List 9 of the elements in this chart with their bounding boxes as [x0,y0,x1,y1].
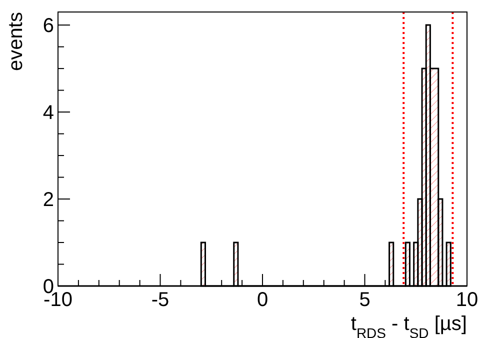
x-tick-label: 0 [256,289,268,311]
y-tick-label: 4 [42,102,54,124]
x-axis-title: t$_{RDS}$ - t$_{SD}$ [µs] [350,313,467,338]
y-axis-title: events [5,12,27,71]
y-tick-label: 6 [42,15,54,38]
x-tick-label: -5 [151,289,170,311]
x-tick-label: 5 [359,289,370,311]
y-tick-label: 2 [42,189,54,212]
x-tick-label: 10 [456,289,478,311]
